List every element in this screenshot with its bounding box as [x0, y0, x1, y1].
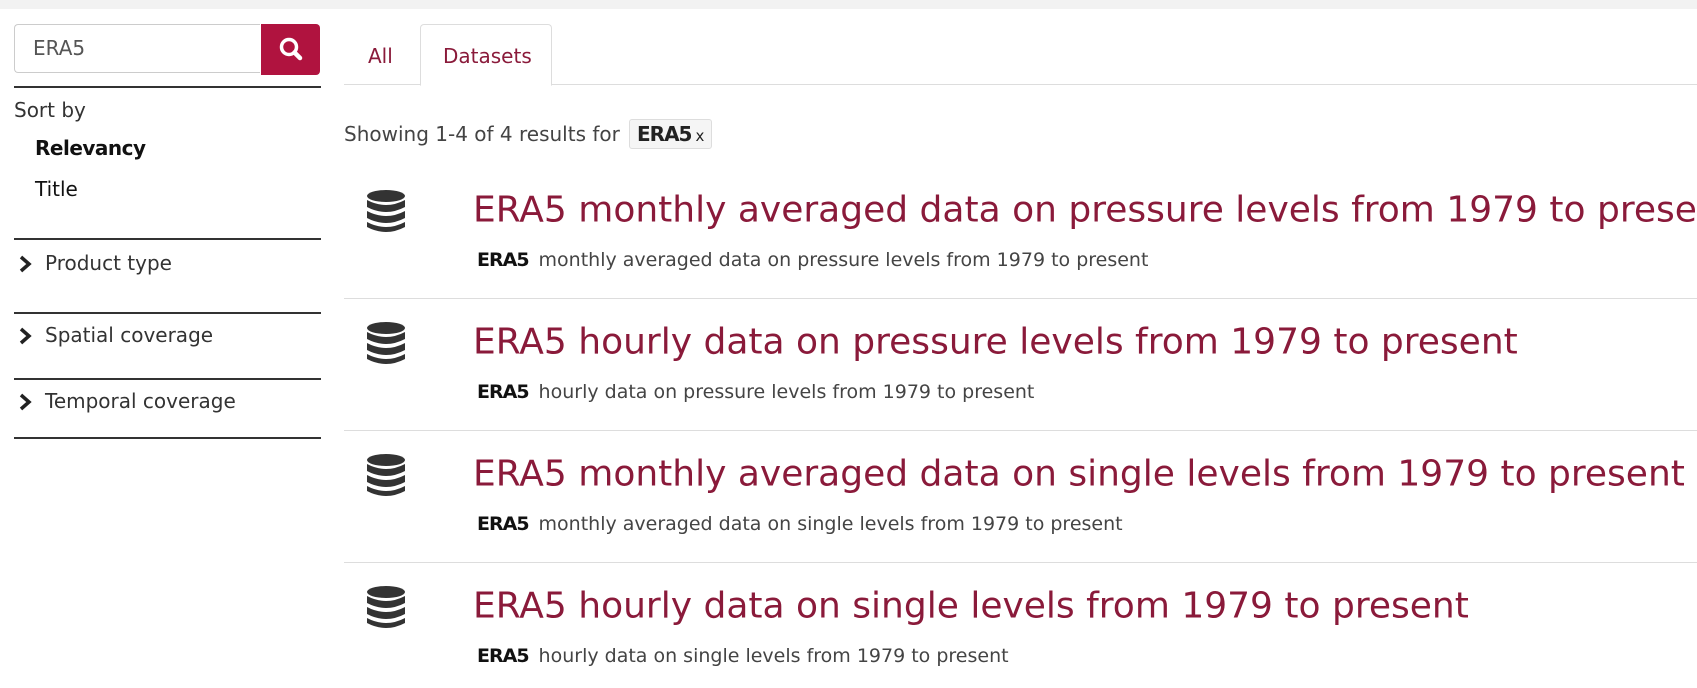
- dataset-icon: [366, 322, 406, 370]
- sort-option[interactable]: Relevancy: [35, 136, 146, 160]
- dataset-icon: [366, 190, 406, 238]
- result-text: hourly data on pressure levels from 1979…: [538, 381, 1035, 403]
- dataset-icon: [366, 586, 406, 634]
- divider: [14, 238, 321, 240]
- tab-active: [420, 24, 552, 86]
- result-tag: ERA5: [477, 513, 530, 535]
- result-tag: ERA5: [477, 645, 530, 667]
- result-title[interactable]: ERA5 hourly data on pressure levels from…: [473, 321, 1518, 363]
- result-description: ERA5 monthly averaged data on single leve…: [477, 513, 1123, 535]
- chevron: [18, 255, 32, 277]
- result-description: ERA5 monthly averaged data on pressure le…: [477, 249, 1148, 271]
- tab-line: [344, 84, 1697, 85]
- divider: [14, 437, 321, 439]
- chevron: [18, 327, 32, 349]
- sort-option[interactable]: Title: [35, 177, 78, 201]
- tag-text: ERA5: [637, 122, 692, 146]
- tag-remove[interactable]: x: [695, 127, 705, 145]
- chevron: [18, 393, 32, 415]
- result-text: hourly data on single levels from 1979 t…: [538, 645, 1009, 667]
- result-tag: ERA5: [477, 249, 530, 271]
- result-title[interactable]: ERA5 monthly averaged data on single lev…: [473, 453, 1685, 495]
- result-tag: ERA5: [477, 381, 530, 403]
- divider: [14, 86, 321, 88]
- result-description: ERA5 hourly data on pressure levels from …: [477, 381, 1034, 403]
- result-description: ERA5 hourly data on single levels from 19…: [477, 645, 1009, 667]
- result-text: monthly averaged data on single levels f…: [538, 513, 1123, 535]
- result-title[interactable]: ERA5 monthly averaged data on pressure l…: [473, 189, 1697, 231]
- filter-toggle[interactable]: Spatial coverage: [45, 323, 214, 347]
- result-text: monthly averaged data on pressure levels…: [538, 249, 1149, 271]
- tab[interactable]: Datasets: [443, 44, 532, 68]
- divider: [14, 378, 321, 380]
- query-tag: ERA5 x: [629, 119, 713, 149]
- result-summary: Showing 1-4 of 4 results for: [344, 122, 620, 146]
- separator: [344, 298, 1697, 299]
- search-button[interactable]: [261, 24, 320, 75]
- separator: [344, 430, 1697, 431]
- divider: [14, 312, 321, 314]
- top-bar: [0, 0, 1697, 9]
- search-input[interactable]: ERA5: [14, 24, 260, 73]
- filter-toggle[interactable]: Product type: [45, 251, 172, 275]
- filter-toggle[interactable]: Temporal coverage: [45, 389, 236, 413]
- search-icon: [279, 37, 303, 61]
- sort-label: Sort by: [14, 98, 86, 122]
- result-title[interactable]: ERA5 hourly data on single levels from 1…: [473, 585, 1469, 627]
- dataset-icon: [366, 454, 406, 502]
- separator: [344, 562, 1697, 563]
- tab[interactable]: All: [368, 44, 393, 68]
